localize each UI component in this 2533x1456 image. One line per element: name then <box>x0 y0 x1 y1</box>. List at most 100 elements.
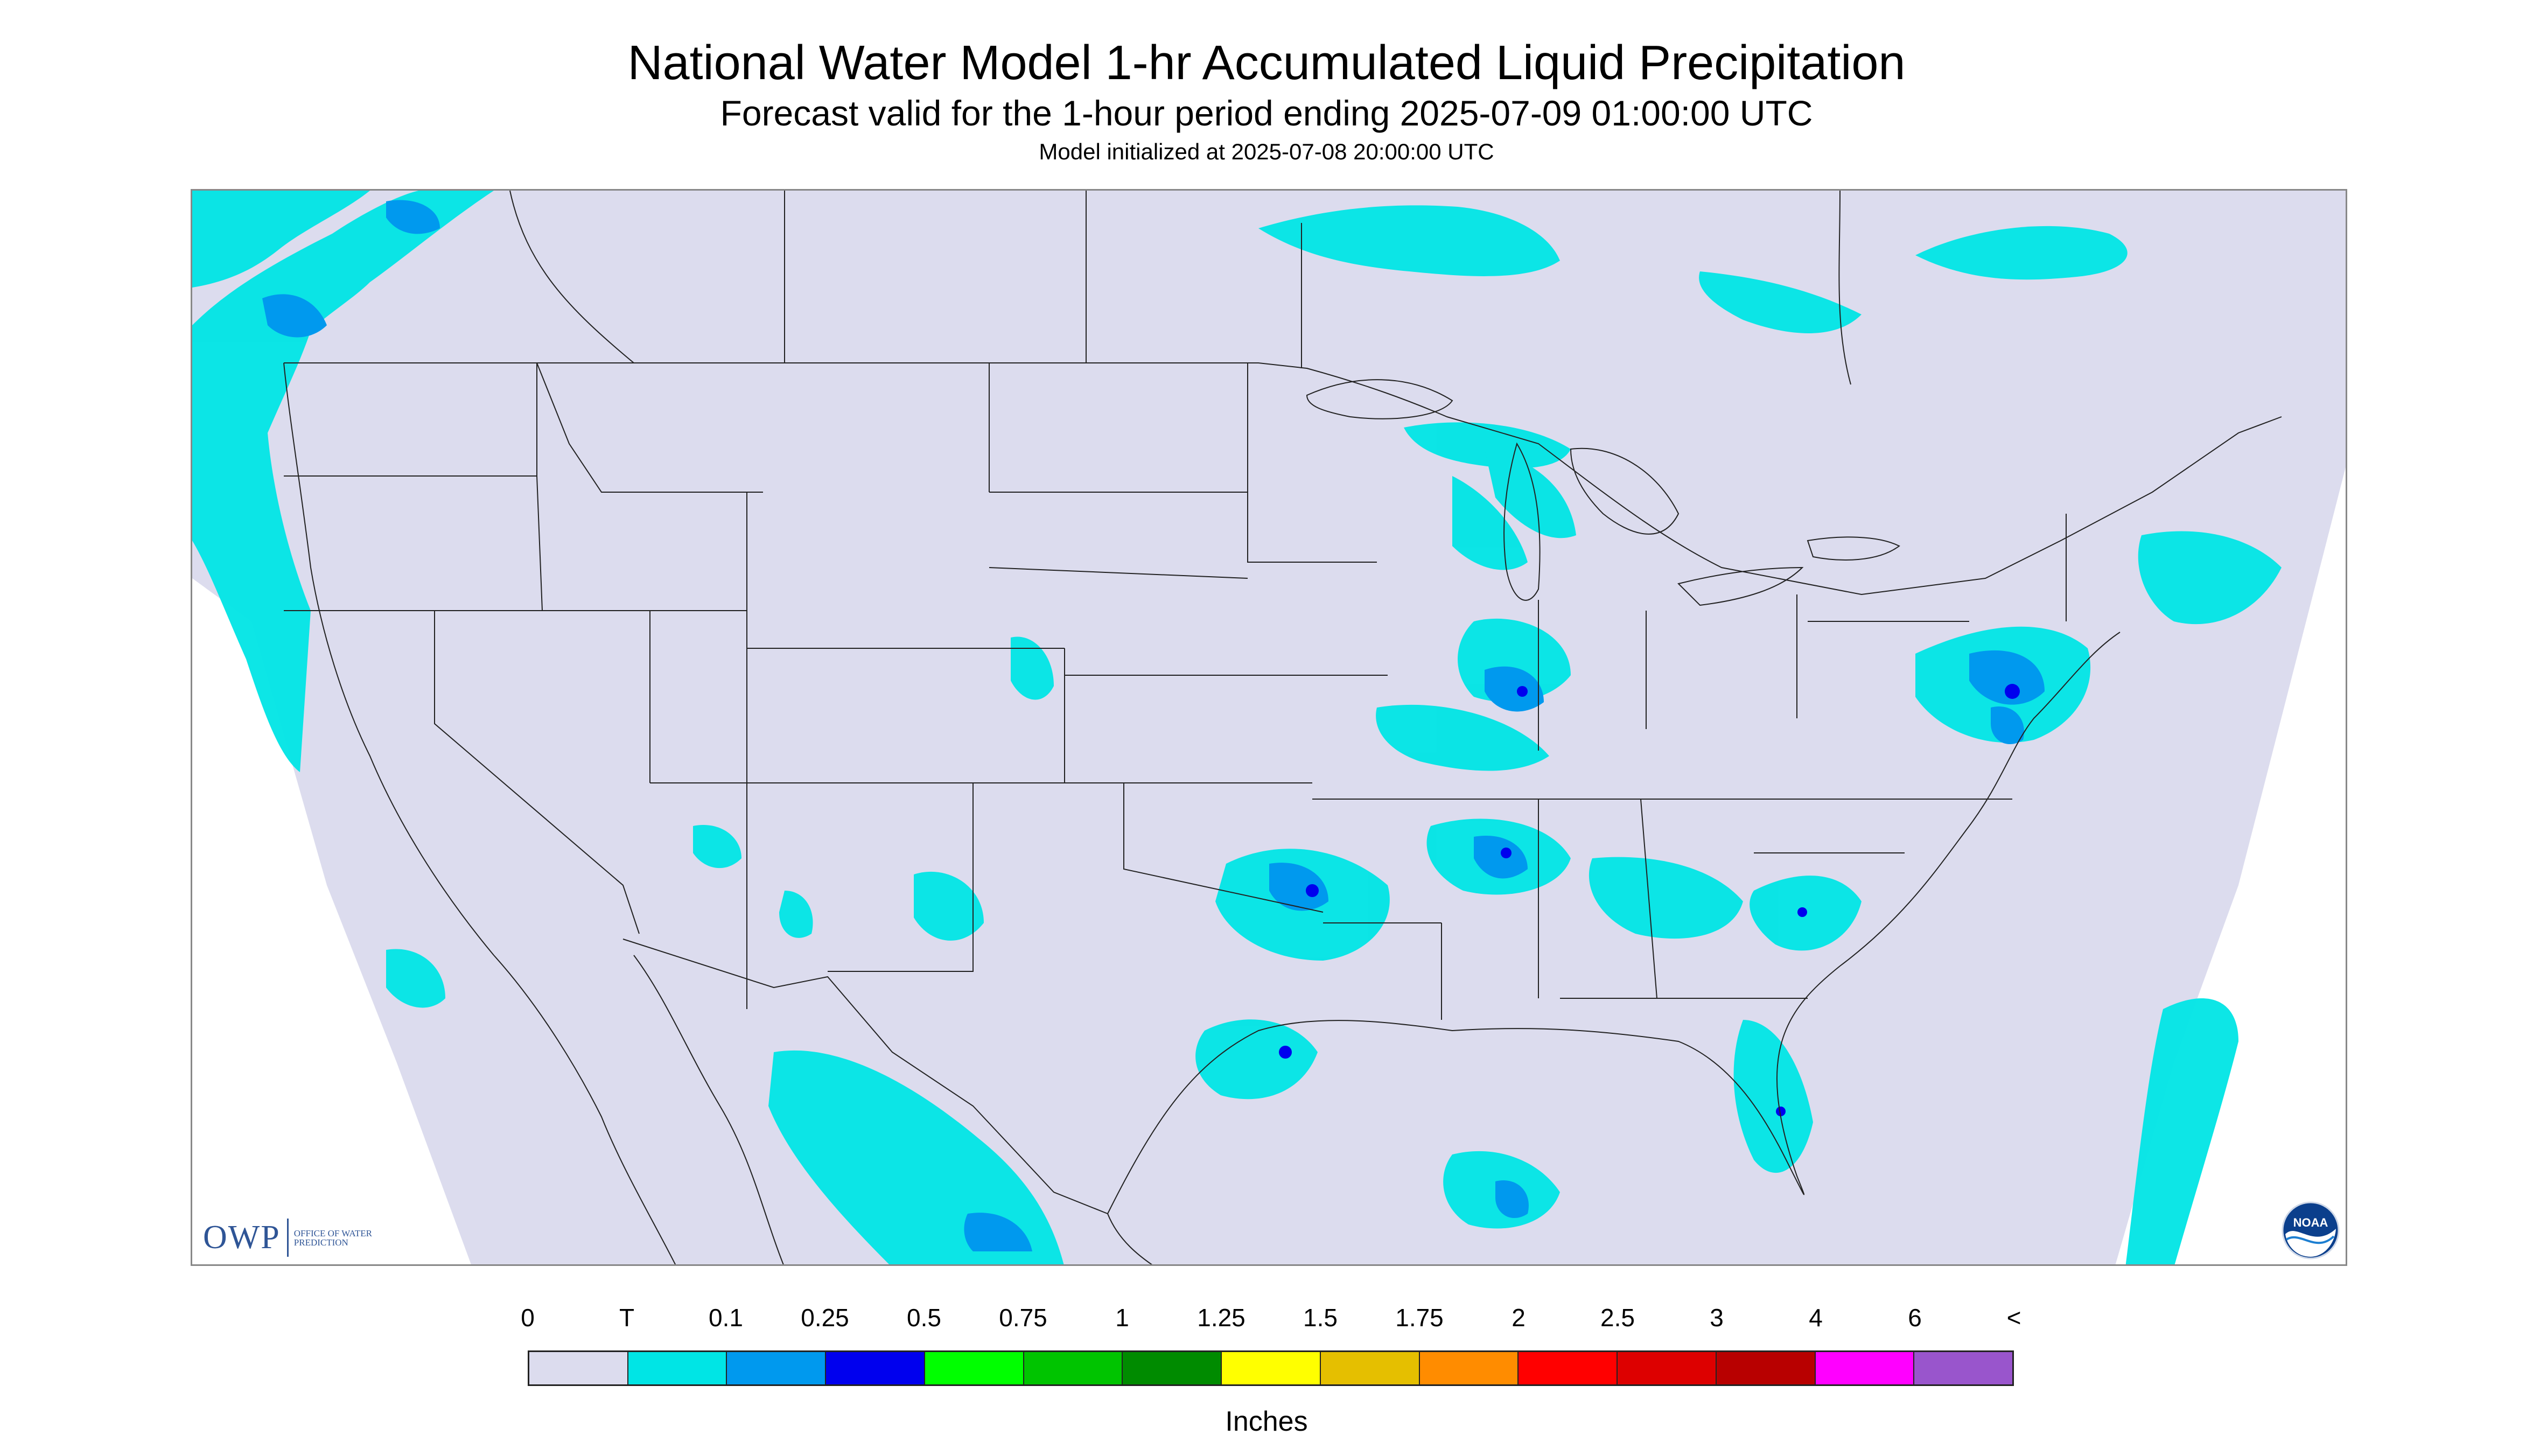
precip-area-ontario <box>1258 205 1560 276</box>
legend-swatch <box>727 1352 827 1384</box>
border-ontario-quebec <box>1838 191 1851 385</box>
coast-gulf-california <box>633 955 784 1264</box>
lake-michigan <box>1503 442 1541 601</box>
precip-spot-sc <box>1797 907 1807 917</box>
precip-spot-ne <box>2005 684 2020 699</box>
precip-area-bc <box>192 191 370 288</box>
precip-spot-tx <box>1279 1046 1292 1059</box>
noaa-text: NOAA <box>2293 1216 2328 1229</box>
precip-area-ohio-valley <box>1376 704 1549 771</box>
coast-gulf <box>1107 632 2121 1214</box>
legend-label: 2 <box>1512 1304 1526 1332</box>
legend-label: 1.5 <box>1303 1304 1338 1332</box>
border-id-mt <box>536 362 763 493</box>
precip-area-arkansas <box>1269 863 1328 911</box>
lake-ontario <box>1807 536 1900 561</box>
border-or-id <box>536 475 543 611</box>
border-mn-wi <box>1247 363 1377 563</box>
coast-west <box>283 362 494 956</box>
precip-area-s-mexico <box>964 1213 1032 1251</box>
border-bc-alberta <box>509 191 634 363</box>
legend-swatch <box>1519 1352 1618 1384</box>
forecast-valid-subtitle: Forecast valid for the 1-hour period end… <box>720 93 1813 133</box>
owp-mark: OWP <box>203 1219 289 1257</box>
precip-area-new-mexico <box>914 871 984 941</box>
precip-area-michigan <box>1485 449 1576 538</box>
precip-area-pa <box>1969 650 2045 705</box>
legend-label: 1.75 <box>1395 1304 1444 1332</box>
legend-swatch <box>1419 1352 1519 1384</box>
precip-area-mexico <box>768 1050 1064 1264</box>
precip-spot-ar <box>1306 884 1319 897</box>
legend-label: 6 <box>1908 1304 1922 1332</box>
precip-light-areas <box>262 200 2045 1251</box>
precip-area-baja <box>386 949 445 1008</box>
lake-erie <box>1677 566 1804 606</box>
border-us-mexico <box>622 939 1108 1214</box>
border-sd-ne <box>989 567 1248 579</box>
legend-label: 0.1 <box>709 1304 743 1332</box>
legend-swatch <box>628 1352 727 1384</box>
precip-area-southeast <box>1589 857 1743 939</box>
precip-area-pnw <box>192 191 494 772</box>
border-ca-nv <box>434 611 640 934</box>
precip-trace-areas <box>192 191 2282 1264</box>
legend-label: 4 <box>1809 1304 1823 1332</box>
precip-area-chesapeake <box>1991 706 2024 745</box>
precip-area-mississippi <box>1474 836 1528 879</box>
legend-swatch <box>1618 1352 1717 1384</box>
model-init-text: Model initialized at 2025-07-08 20:00:00… <box>1039 139 1494 164</box>
noaa-logo: NOAA <box>2281 1201 2340 1260</box>
lake-huron <box>1570 447 1680 535</box>
map-canvas <box>192 191 2346 1264</box>
precip-area-alberta <box>386 200 440 234</box>
precip-area-ontario-band <box>1404 422 1571 468</box>
border-ok-tx <box>1123 783 1324 913</box>
legend-label: 0.5 <box>907 1304 941 1332</box>
legend-swatch <box>826 1352 925 1384</box>
noaa-emblem-icon: NOAA <box>2282 1201 2340 1259</box>
precip-area-vancouver <box>262 294 327 338</box>
precip-area-arizona <box>693 825 741 869</box>
owp-text: Office of Water Prediction <box>293 1228 372 1248</box>
precip-area-gulf-blob <box>1495 1180 1529 1219</box>
legend-swatch <box>1815 1352 1915 1384</box>
legend-label: < <box>2006 1304 2021 1332</box>
precip-spot-fl <box>1776 1107 1786 1116</box>
legend-colorbar <box>528 1350 2014 1386</box>
precip-area-texas-coast <box>1195 1019 1318 1100</box>
coast-mexico-gulf <box>1107 1213 1152 1264</box>
precip-spot-ms <box>1501 848 1512 858</box>
legend-label: 0.25 <box>801 1304 849 1332</box>
legend-labels: 0 T 0.1 0.25 0.5 0.75 1 1.25 1.5 1.75 2 2.5 3 4 6 < <box>521 1303 2021 1335</box>
legend-label: 1.25 <box>1197 1304 1245 1332</box>
precip-area-florida <box>1733 1020 1813 1173</box>
precip-area-atlantic <box>2125 998 2238 1264</box>
border-nm-tx <box>828 783 974 972</box>
precip-area-new-england <box>2138 531 2282 625</box>
state-borders <box>283 191 2282 1264</box>
legend-label: 2.5 <box>1600 1304 1635 1332</box>
legend-label: 3 <box>1710 1304 1724 1332</box>
legend-label: 1 <box>1115 1304 1129 1332</box>
precip-area-great-lakes-n <box>1699 271 1862 333</box>
legend-units: Inches <box>1225 1406 1308 1437</box>
precipitation-map[interactable]: OWP Office of Water Prediction NOAA <box>191 189 2347 1266</box>
legend-swatch <box>1123 1352 1222 1384</box>
legend-swatch <box>1320 1352 1420 1384</box>
lake-superior <box>1306 379 1453 419</box>
legend-swatch <box>1024 1352 1123 1384</box>
border-al-ga <box>1640 799 1657 999</box>
border-us-canada <box>284 362 2282 596</box>
precip-area-quebec <box>1915 226 2128 280</box>
coast-baja <box>493 955 676 1264</box>
legend-swatch <box>1914 1352 2013 1384</box>
legend-swatch <box>925 1352 1024 1384</box>
map-title: National Water Model 1-hr Accumulated Li… <box>627 36 1906 90</box>
precip-area-colorado <box>1011 636 1054 700</box>
precip-spot-il <box>1517 686 1528 697</box>
legend-label: 0 <box>521 1304 535 1332</box>
precip-heavy-spots <box>1279 684 2020 1116</box>
legend-swatch <box>1222 1352 1321 1384</box>
legend-label: T <box>619 1304 635 1332</box>
